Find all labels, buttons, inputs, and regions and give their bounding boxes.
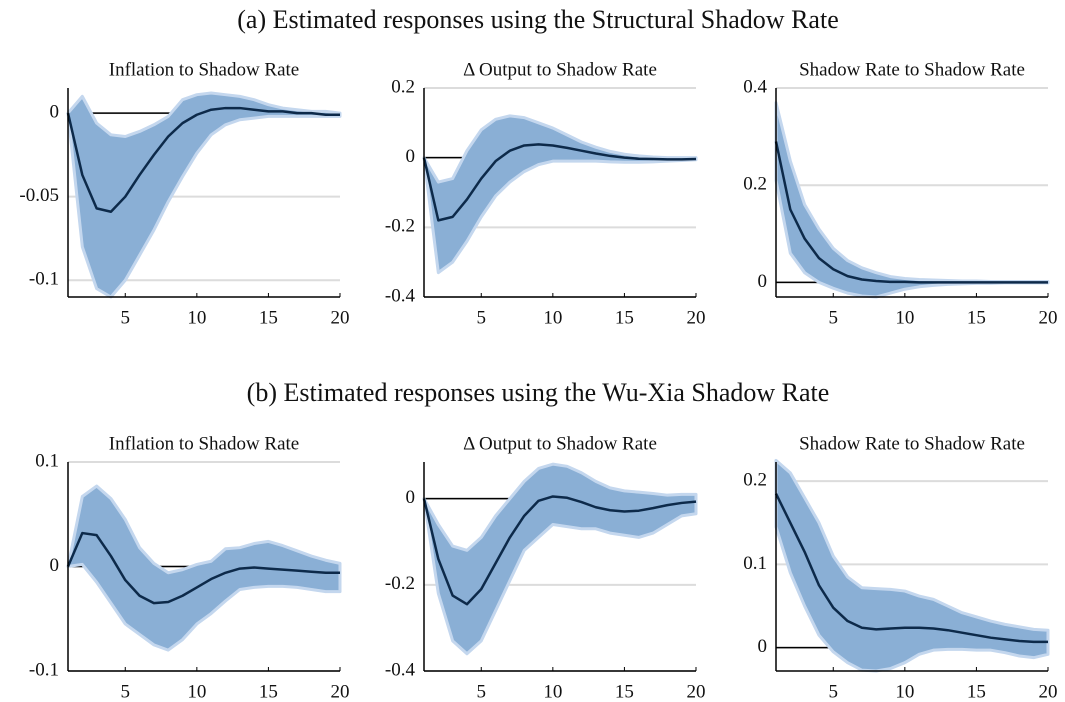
response-line (774, 141, 1048, 284)
x-tick-label: 5 (121, 307, 131, 328)
figure-heading: (b) Estimated responses using the Wu-Xia… (247, 378, 830, 407)
confidence-band (774, 101, 1050, 299)
x-tick-label: 20 (1039, 681, 1058, 702)
x-tick-label: 5 (829, 307, 839, 328)
chart-title: Inflation to Shadow Rate (109, 433, 300, 454)
y-tick-label: 0 (758, 636, 768, 657)
y-tick-label: -0.4 (385, 659, 416, 680)
y-tick-label: 0.1 (35, 450, 59, 471)
chart-title: Δ Output to Shadow Rate (463, 433, 657, 454)
response-line (422, 495, 697, 606)
x-tick-label: 10 (543, 681, 562, 702)
x-tick-label: 15 (259, 681, 278, 702)
response-line (66, 531, 340, 605)
y-tick-label: 0 (50, 101, 60, 122)
y-tick-label: -0.4 (385, 285, 416, 306)
x-tick-label: 10 (895, 307, 914, 328)
response-line (422, 143, 697, 222)
x-tick-label: 20 (1039, 307, 1058, 328)
response-line (774, 493, 1048, 644)
y-tick-label: 0 (406, 487, 416, 508)
x-tick-label: 5 (829, 681, 839, 702)
y-tick-label: 0 (758, 271, 768, 292)
x-tick-label: 15 (615, 681, 634, 702)
y-tick-label: -0.2 (385, 216, 415, 237)
x-tick-label: 20 (687, 307, 706, 328)
x-tick-label: 15 (259, 307, 278, 328)
x-tick-label: 20 (687, 681, 706, 702)
chart-title: Inflation to Shadow Rate (109, 59, 300, 80)
x-tick-label: 10 (543, 307, 562, 328)
confidence-band (422, 462, 698, 656)
x-tick-label: 15 (967, 307, 986, 328)
y-tick-label: -0.1 (29, 269, 59, 290)
response-line (66, 106, 340, 213)
y-tick-label: 0 (50, 555, 60, 576)
x-tick-label: 5 (477, 681, 487, 702)
y-tick-label: -0.1 (29, 659, 59, 680)
chart-title: Shadow Rate to Shadow Rate (799, 59, 1025, 80)
x-tick-label: 10 (895, 681, 914, 702)
confidence-band (422, 114, 698, 275)
x-tick-label: 15 (967, 681, 986, 702)
x-tick-label: 10 (187, 307, 206, 328)
x-tick-label: 20 (331, 681, 350, 702)
y-tick-label: -0.2 (385, 573, 415, 594)
x-tick-label: 15 (615, 307, 634, 328)
confidence-band (66, 91, 342, 299)
chart-title: Shadow Rate to Shadow Rate (799, 433, 1025, 454)
x-tick-label: 5 (121, 681, 131, 702)
y-tick-label: 0.2 (391, 76, 415, 97)
y-tick-label: 0 (406, 146, 416, 167)
y-tick-label: 0.2 (743, 470, 767, 491)
x-tick-label: 5 (477, 307, 487, 328)
figure-heading: (a) Estimated responses using the Struct… (237, 5, 838, 34)
y-tick-label: -0.05 (19, 185, 59, 206)
x-tick-label: 20 (331, 307, 350, 328)
chart-title: Δ Output to Shadow Rate (463, 59, 657, 80)
y-tick-label: 0.4 (743, 76, 767, 97)
y-tick-label: 0.2 (743, 174, 767, 195)
confidence-band (66, 484, 342, 652)
x-tick-label: 10 (187, 681, 206, 702)
y-tick-label: 0.1 (743, 553, 767, 574)
